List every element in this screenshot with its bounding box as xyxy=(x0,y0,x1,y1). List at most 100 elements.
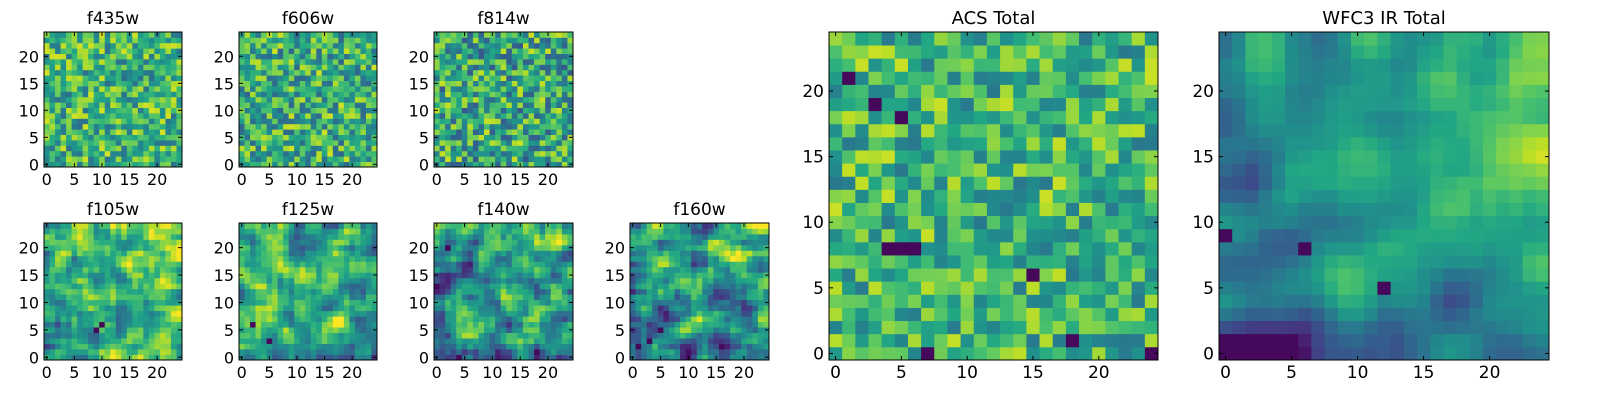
heatmap-cell xyxy=(461,321,468,328)
heatmap-cell xyxy=(176,233,183,240)
heatmap-cell xyxy=(868,163,883,177)
heatmap-cell xyxy=(534,80,541,87)
heatmap-cell xyxy=(1079,333,1093,348)
heatmap-cell xyxy=(461,59,468,65)
heatmap-cell xyxy=(261,239,267,246)
heatmap-cell xyxy=(500,86,507,92)
heatmap-cell xyxy=(176,343,183,350)
heatmap-cell xyxy=(478,223,485,229)
heatmap-cell xyxy=(534,86,541,92)
heatmap-cell xyxy=(365,48,372,54)
heatmap-cell xyxy=(561,64,568,71)
heatmap-cell xyxy=(288,283,295,290)
heatmap-cell xyxy=(283,244,290,251)
x-tick-label: 15 xyxy=(510,170,530,189)
heatmap-cell xyxy=(71,310,78,317)
heatmap-cell xyxy=(365,239,372,246)
heatmap-cell xyxy=(842,320,856,335)
heatmap-cell xyxy=(332,255,339,262)
heatmap-cell xyxy=(338,288,345,295)
y-tick-label: 5 xyxy=(615,321,625,340)
heatmap-cell xyxy=(489,343,496,350)
heatmap-cell xyxy=(986,281,1001,295)
heatmap-cell xyxy=(657,233,664,240)
heatmap-cell xyxy=(165,233,172,240)
heatmap-cell xyxy=(137,255,144,262)
heatmap-cell xyxy=(349,53,356,60)
heatmap-cell xyxy=(500,272,507,279)
heatmap-cell xyxy=(556,223,563,229)
heatmap-cell xyxy=(550,140,557,146)
heatmap-cell xyxy=(724,327,731,333)
heatmap-cell xyxy=(1131,228,1146,243)
heatmap-cell xyxy=(354,305,361,312)
heatmap-cell xyxy=(691,250,698,257)
heatmap-cell xyxy=(121,343,128,350)
heatmap-cell xyxy=(60,42,67,49)
heatmap-cell xyxy=(316,134,323,141)
heatmap-cell xyxy=(439,123,446,130)
heatmap-cell xyxy=(550,288,557,295)
heatmap-cell xyxy=(360,129,367,135)
heatmap-cell xyxy=(534,310,541,317)
heatmap-cell xyxy=(1079,281,1093,295)
heatmap-cell xyxy=(343,299,350,306)
heatmap-cell xyxy=(478,75,485,81)
heatmap-cell xyxy=(534,91,541,98)
heatmap-cell xyxy=(66,48,72,54)
heatmap-cell xyxy=(550,223,557,229)
heatmap-cell xyxy=(881,202,896,217)
heatmap-cell xyxy=(49,261,56,268)
heatmap-cell xyxy=(461,42,468,49)
heatmap-cell xyxy=(176,255,183,262)
heatmap-cell xyxy=(44,310,50,317)
heatmap-cell xyxy=(82,310,89,317)
heatmap-cell xyxy=(88,288,95,295)
heatmap-cell xyxy=(1118,320,1133,335)
heatmap-cell xyxy=(365,91,372,98)
heatmap-cell xyxy=(1065,202,1080,217)
heatmap-cell xyxy=(239,91,245,98)
heatmap-cell xyxy=(534,228,541,235)
heatmap-cell xyxy=(707,261,714,268)
heatmap-cell xyxy=(159,161,166,168)
heatmap-cell xyxy=(365,129,372,135)
heatmap-cell xyxy=(126,239,133,246)
heatmap-cell xyxy=(321,332,328,339)
heatmap-cell xyxy=(321,283,328,290)
heatmap-cell xyxy=(99,233,106,240)
heatmap-cell xyxy=(49,310,56,317)
heatmap-cell xyxy=(170,316,177,323)
heatmap-cell xyxy=(960,255,975,269)
heatmap-cell xyxy=(652,321,659,328)
heatmap-cell xyxy=(71,338,78,344)
heatmap-cell xyxy=(49,277,56,284)
heatmap-cell xyxy=(176,283,183,290)
heatmap-cell xyxy=(327,107,334,114)
heatmap-cell xyxy=(522,118,529,125)
heatmap-cell xyxy=(456,332,463,339)
heatmap-cell xyxy=(478,288,485,295)
heatmap-cell xyxy=(143,75,150,81)
heatmap-cell xyxy=(534,69,541,76)
heatmap-cell xyxy=(434,75,440,81)
heatmap-cell xyxy=(522,294,529,301)
heatmap-cell xyxy=(132,156,139,162)
heatmap-cell xyxy=(294,283,301,290)
heatmap-cell xyxy=(126,75,133,81)
heatmap-cell xyxy=(365,118,372,125)
heatmap-cell xyxy=(668,255,675,262)
heatmap-cell xyxy=(641,299,648,306)
heatmap-cell xyxy=(77,75,84,81)
heatmap-cell xyxy=(696,310,703,317)
heatmap-cell xyxy=(461,91,468,98)
heatmap-cell xyxy=(434,305,440,312)
heatmap-cell xyxy=(148,228,155,235)
heatmap-cell xyxy=(239,338,245,344)
heatmap-cell xyxy=(829,307,843,322)
heatmap-cell xyxy=(93,96,100,103)
heatmap-cell xyxy=(110,134,117,141)
heatmap-cell xyxy=(517,134,524,141)
heatmap-cell xyxy=(148,266,155,273)
heatmap-cell xyxy=(545,233,552,240)
